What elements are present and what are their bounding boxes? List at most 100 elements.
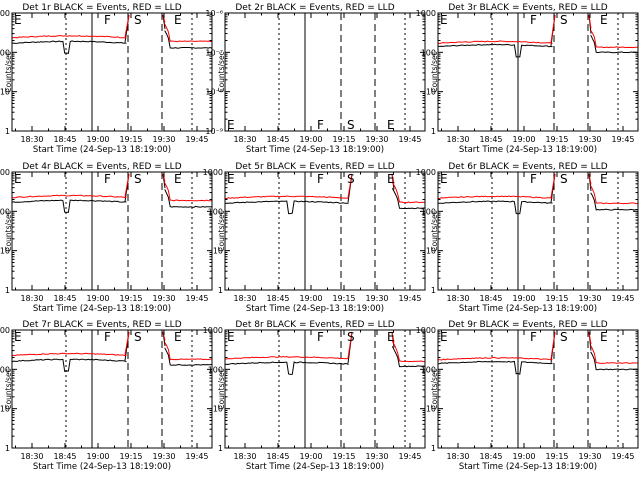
y-tick-label: 1 (431, 444, 436, 453)
event-marker-label: E (387, 172, 395, 186)
x-tick-label: 19:45 (611, 135, 634, 144)
y-tick-label: 10⁻⁶ (205, 9, 223, 18)
y-axis-label: Counts/sec (4, 51, 13, 92)
x-tick-label: 18:45 (53, 294, 76, 303)
events-series-line (11, 14, 213, 54)
x-axis-label: Start Time (24-Sep-13 18:19:00) (246, 304, 384, 314)
plot-frame (224, 12, 426, 132)
x-tick-label: 19:45 (398, 452, 421, 461)
y-tick-label: 1000 (416, 168, 436, 177)
event-marker-label: E (600, 13, 608, 27)
plot-frame (11, 171, 213, 291)
event-marker-label: S (134, 330, 142, 344)
y-tick-label: 1 (5, 127, 10, 136)
panel-title: Det 6r BLACK = Events, RED = LLD (448, 162, 607, 172)
x-tick-label: 19:15 (332, 135, 355, 144)
y-tick-label: 1000 (416, 9, 436, 18)
x-tick-label: 19:30 (365, 135, 388, 144)
events-series-line (224, 173, 426, 215)
y-tick-label: 10 (0, 405, 10, 414)
lld-series-line (11, 331, 213, 361)
events-series-line (224, 331, 426, 375)
panel-det-2: Det 2r BLACK = Events, RED = LLD E F S E 10⁻⁹… (205, 3, 426, 155)
y-axis-label: Counts/sec (4, 210, 13, 251)
y-tick-label: 10 (213, 405, 223, 414)
panel-title: Det 9r BLACK = Events, RED = LLD (448, 320, 607, 330)
y-tick-label: 10⁻⁷ (205, 48, 223, 57)
event-marker-label: E (387, 330, 395, 344)
y-tick-label: 1 (431, 286, 436, 295)
x-tick-label: 19:30 (578, 294, 601, 303)
y-tick-label: 1 (5, 286, 10, 295)
events-series-line (437, 331, 639, 375)
y-axis-label: Counts/sec (430, 51, 439, 92)
event-marker-label: S (347, 330, 355, 344)
x-tick-label: 19:45 (398, 135, 421, 144)
lld-series-line (437, 173, 639, 205)
event-marker-label: S (134, 172, 142, 186)
x-tick-label: 19:30 (365, 294, 388, 303)
y-tick-label: 100 (421, 48, 436, 57)
x-tick-label: 19:45 (611, 294, 634, 303)
event-marker-label: E (174, 172, 182, 186)
x-tick-label: 19:00 (299, 452, 322, 461)
y-tick-label: 10⁻⁸ (205, 88, 223, 97)
x-tick-label: 19:30 (578, 452, 601, 461)
y-tick-label: 100 (208, 365, 223, 374)
x-tick-label: 18:30 (233, 135, 256, 144)
y-axis-label: Counts/sec (217, 368, 226, 409)
events-series-line (11, 173, 213, 213)
y-axis-label: Counts/sec (430, 368, 439, 409)
x-tick-label: 19:15 (119, 452, 142, 461)
y-tick-label: 1 (431, 127, 436, 136)
x-tick-label: 18:45 (479, 135, 502, 144)
y-tick-label: 100 (0, 365, 10, 374)
x-tick-label: 19:45 (611, 452, 634, 461)
x-tick-label: 19:45 (185, 294, 208, 303)
x-tick-label: 19:15 (119, 294, 142, 303)
x-tick-label: 19:00 (512, 135, 535, 144)
x-axis-label: Start Time (24-Sep-13 18:19:00) (33, 462, 171, 472)
x-tick-label: 19:00 (86, 135, 109, 144)
x-tick-label: 19:45 (185, 452, 208, 461)
y-tick-label: 100 (0, 48, 10, 57)
events-series-line (437, 14, 639, 58)
panel-title: Det 2r BLACK = Events, RED = LLD (235, 3, 394, 13)
x-tick-label: 19:00 (299, 294, 322, 303)
x-tick-label: 19:00 (512, 294, 535, 303)
x-tick-label: 18:30 (20, 452, 43, 461)
x-tick-label: 18:45 (266, 294, 289, 303)
plot-frame (224, 171, 426, 291)
x-tick-label: 18:45 (479, 294, 502, 303)
x-axis-label: Start Time (24-Sep-13 18:19:00) (33, 145, 171, 155)
event-marker-label: E (387, 118, 395, 132)
y-axis-label: Counts/sec (217, 210, 226, 251)
lld-series-line (224, 331, 425, 363)
x-axis-label: Start Time (24-Sep-13 18:19:00) (459, 304, 597, 314)
lld-series-line (11, 173, 212, 202)
event-marker-label: S (347, 118, 355, 132)
event-marker-label: F (104, 330, 111, 344)
event-marker-label: E (174, 13, 182, 27)
x-axis-label: Start Time (24-Sep-13 18:19:00) (459, 145, 597, 155)
x-axis-label: Start Time (24-Sep-13 18:19:00) (246, 145, 384, 155)
lld-series-line (225, 173, 426, 204)
x-tick-label: 19:00 (512, 452, 535, 461)
y-tick-label: 10 (426, 247, 436, 256)
x-tick-label: 19:15 (545, 294, 568, 303)
x-tick-label: 19:15 (545, 452, 568, 461)
x-tick-label: 18:30 (20, 135, 43, 144)
y-tick-label: 1000 (203, 326, 223, 335)
y-axis-label: Counts/sec (4, 368, 13, 409)
x-axis-label: Start Time (24-Sep-13 18:19:00) (33, 304, 171, 314)
plot-frame (437, 12, 639, 132)
event-marker-label: E (440, 13, 448, 27)
event-marker-label: S (134, 13, 142, 27)
y-tick-label: 10 (0, 247, 10, 256)
lld-series-line (437, 14, 638, 49)
event-marker-label: F (317, 330, 324, 344)
event-marker-label: E (600, 330, 608, 344)
x-tick-label: 18:45 (53, 452, 76, 461)
